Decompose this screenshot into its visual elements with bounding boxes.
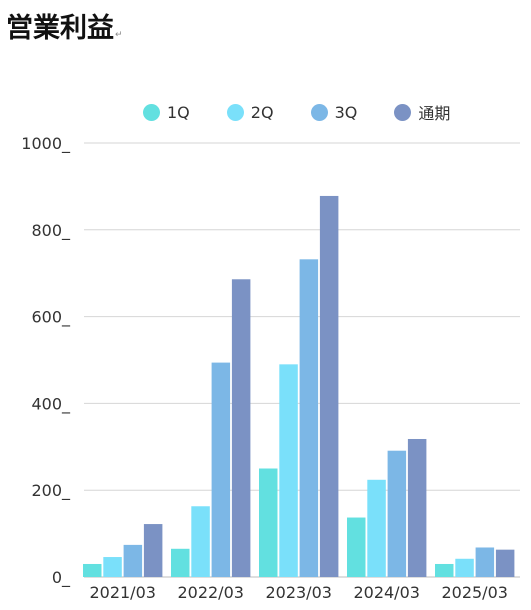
legend-label: 通期 xyxy=(418,104,451,123)
legend-dot-icon xyxy=(310,103,328,121)
bar xyxy=(191,506,210,577)
bar xyxy=(475,547,495,577)
y-tick-label: 600_ xyxy=(31,308,71,328)
x-tick-label: 2023/03 xyxy=(265,583,331,602)
y-tick-label: 800_ xyxy=(31,221,71,241)
bar xyxy=(231,279,251,577)
x-tick-label: 2021/03 xyxy=(89,583,155,602)
y-tick-label: 200_ xyxy=(31,481,71,501)
legend-label: 1Q xyxy=(167,102,190,122)
bar xyxy=(387,450,407,577)
bar xyxy=(367,479,386,577)
x-tick-label: 2025/03 xyxy=(441,583,507,602)
bar xyxy=(279,364,298,577)
return-mark-icon: ↵ xyxy=(115,30,123,40)
bar xyxy=(435,563,454,577)
bar xyxy=(123,544,143,577)
legend-item: 1Q xyxy=(143,103,190,122)
bar xyxy=(495,549,515,577)
chart-legend: 1Q 2Q 3Q 通期 xyxy=(143,100,450,124)
page-title-text: 営業利益 xyxy=(6,13,114,44)
bar xyxy=(259,468,278,577)
legend-item: 3Q xyxy=(310,102,358,122)
page-title: 営業利益↵ xyxy=(6,6,123,45)
legend-item: 通期 xyxy=(394,100,450,124)
bar xyxy=(347,517,366,577)
legend-dot-icon xyxy=(226,103,244,121)
bar xyxy=(103,557,122,577)
y-tick-label: 1000_ xyxy=(21,134,71,154)
legend-item: 2Q xyxy=(226,102,274,122)
legend-dot-icon xyxy=(143,103,160,121)
x-tick-label: 2022/03 xyxy=(177,583,243,602)
y-tick-label: 0_ xyxy=(52,568,71,588)
bar xyxy=(299,259,319,577)
y-tick-label: 400_ xyxy=(31,394,71,414)
legend-label: 2Q xyxy=(250,102,274,122)
bar xyxy=(171,548,190,577)
bar xyxy=(319,195,339,577)
bar xyxy=(211,362,231,577)
legend-label: 3Q xyxy=(334,102,358,122)
legend-dot-icon xyxy=(394,103,412,121)
bar xyxy=(455,558,474,577)
bar xyxy=(83,563,102,577)
bar xyxy=(143,524,163,577)
x-tick-label: 2024/03 xyxy=(353,583,419,602)
bar xyxy=(407,438,427,577)
